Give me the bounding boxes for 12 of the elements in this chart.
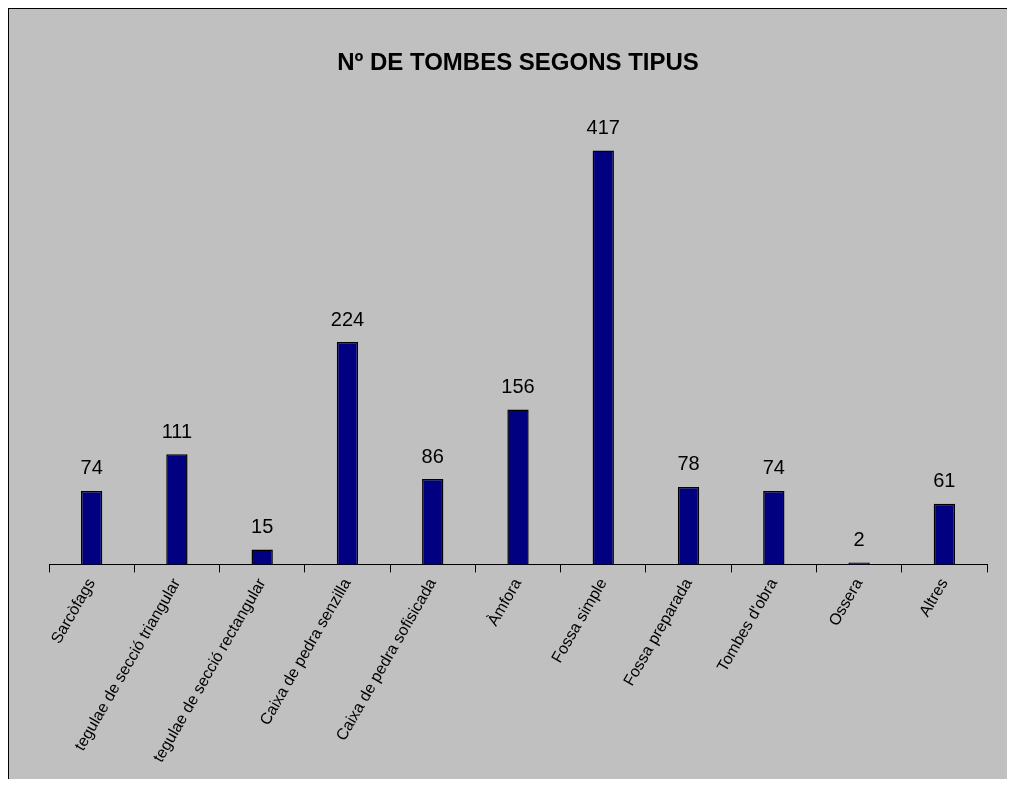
data-label: 224 <box>330 307 365 330</box>
data-label: 86 <box>421 444 444 467</box>
data-label: 15 <box>251 515 274 538</box>
chart-title: Nº DE TOMBES SEGONS TIPUS <box>337 48 699 76</box>
data-label: 61 <box>933 469 956 492</box>
data-label: 74 <box>80 456 103 479</box>
data-label: 2 <box>853 527 865 550</box>
data-label: 111 <box>161 419 193 442</box>
data-label: 156 <box>501 375 535 398</box>
data-label: 417 <box>586 116 620 139</box>
data-label: 74 <box>762 456 785 479</box>
data-label: 78 <box>677 452 700 475</box>
